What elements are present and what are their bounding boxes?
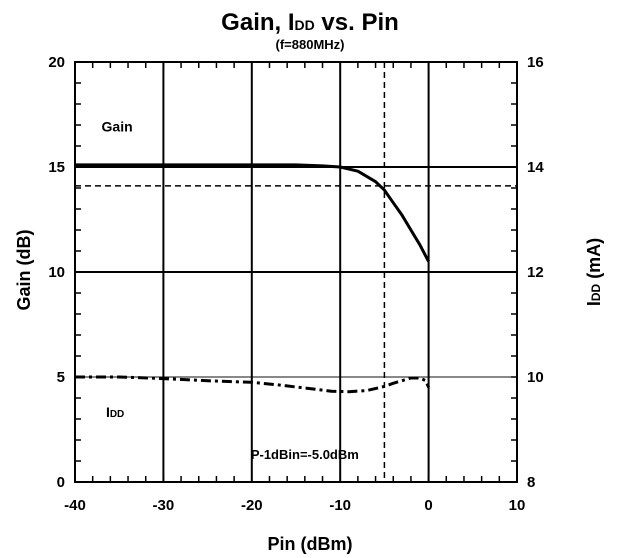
y-right-tick-label: 8 (527, 474, 535, 491)
y-right-tick-label: 14 (527, 159, 544, 176)
x-tick-label: 10 (509, 497, 526, 514)
gain-series-label: Gain (102, 118, 133, 134)
y-left-tick-label: 20 (48, 54, 65, 71)
y-left-axis-label: Gain (dB) (14, 230, 34, 311)
x-tick-label: -30 (153, 497, 175, 514)
x-tick-label: 0 (424, 497, 432, 514)
chart-title: Gain, IDD vs. Pin (221, 9, 399, 36)
x-tick-label: -10 (329, 497, 351, 514)
chart-title-main: Gain, I (221, 9, 294, 36)
y-left-tick-label: 5 (57, 369, 65, 386)
y-right-axis-label-tail: (mA) (584, 238, 604, 284)
x-tick-label: -20 (241, 497, 263, 514)
y-right-axis-label: IDD (mA) (584, 238, 604, 306)
y-right-tick-label: 10 (527, 369, 544, 386)
chart-title-sub: DD (295, 17, 315, 33)
y-left-tick-label: 0 (57, 474, 65, 491)
chart-title-tail: vs. Pin (315, 9, 399, 36)
grid-lines (75, 62, 517, 482)
y-right-axis-label-sub: DD (589, 283, 603, 301)
idd-series-label-sub: DD (110, 409, 124, 420)
x-axis-label: Pin (dBm) (268, 534, 353, 554)
y-right-tick-label: 16 (527, 54, 544, 71)
y-left-tick-label: 10 (48, 264, 65, 281)
y-right-tick-label: 12 (527, 264, 544, 281)
idd-series-label: IDD (106, 404, 124, 420)
chart-subtitle: (f=880MHz) (276, 37, 345, 52)
y-left-tick-label: 15 (48, 159, 65, 176)
p1db-annotation: P-1dBin=-5.0dBm (251, 447, 359, 462)
x-tick-label: -40 (64, 497, 86, 514)
